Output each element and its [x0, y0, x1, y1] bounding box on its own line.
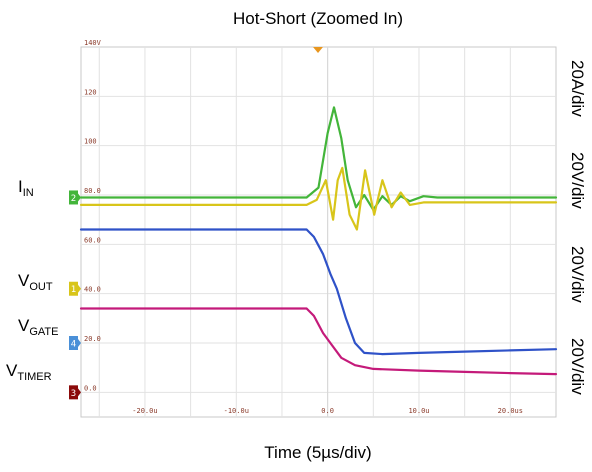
x-tick-label: -10.0u: [224, 407, 249, 415]
series: [79, 106, 558, 376]
channel-marker-number: 3: [71, 389, 76, 399]
channel-label-iin-main: I: [18, 177, 23, 196]
series-line-vtimer: [79, 307, 558, 376]
channel-marker-pointer: [78, 388, 81, 397]
y-tick-label: 0.0: [84, 384, 97, 392]
channel-marker: 3: [69, 385, 81, 400]
y-tick-label: 20.0: [84, 335, 101, 343]
channel-marker-pointer: [78, 284, 81, 293]
channel-label-vgate-sub: GATE: [29, 326, 58, 338]
chart-title: Hot-Short (Zoomed In): [233, 9, 403, 28]
channel-marker: 4: [69, 336, 81, 350]
channel-label-vtimer-sub: TIMER: [17, 371, 51, 383]
x-tick-label: -20.0u: [132, 407, 157, 415]
trigger-point-icon: [313, 47, 323, 53]
channel-label-iin-sub: IN: [23, 187, 34, 199]
y-tick-label: 120: [84, 88, 97, 96]
channel-label-vtimer: VTIMER: [6, 361, 52, 383]
y-tick-label: 100: [84, 138, 97, 146]
x-tick-label: 0.0: [321, 407, 334, 415]
channel-marker-number: 1: [71, 285, 76, 295]
scale-label-iin: 20A/div: [568, 60, 587, 117]
scale-labels: 20A/div 20V/div 20V/div 20V/div: [568, 60, 587, 395]
scale-label-vout: 20V/div: [568, 152, 587, 209]
series-line-iin: [79, 106, 558, 211]
y-tick-label: 60.0: [84, 236, 101, 244]
x-tick-label: 20.0us: [498, 407, 523, 415]
trigger-marker: [313, 47, 323, 53]
plot-frame: [80, 46, 557, 418]
channel-label-vgate-main: V: [18, 316, 30, 335]
channel-marker-pointer: [78, 193, 81, 202]
y-tick-label: 40.0: [84, 286, 101, 294]
series-line-vgate: [79, 228, 558, 356]
x-axis-label: Time (5µs/div): [264, 443, 371, 462]
channel-marker-flag: [69, 385, 78, 400]
channel-marker-number: 4: [71, 340, 76, 350]
channel-label-iin: IIN: [18, 177, 34, 199]
channel-marker-flag: [69, 336, 78, 350]
scale-label-vtimer: 20V/div: [568, 338, 587, 395]
channel-marker-flag: [69, 281, 78, 296]
channel-marker: 2: [69, 190, 81, 205]
channel-labels: IIN VOUT VGATE VTIMER: [6, 177, 58, 383]
y-tick-label: 80.0: [84, 187, 101, 195]
channel-label-vout: VOUT: [18, 271, 53, 293]
channel-marker: 1: [69, 281, 81, 296]
y-tick-labels: 140V 120 100 80.0 60.0 40.0 20.0 0.0: [84, 39, 102, 392]
channel-label-vtimer-main: V: [6, 361, 18, 380]
channel-marker-number: 2: [71, 194, 76, 204]
x-tick-labels: -20.0u -10.0u 0.0 10.0u 20.0us: [132, 407, 523, 415]
channel-label-vout-main: V: [18, 271, 30, 290]
channel-marker-flag: [69, 190, 78, 205]
series-line-vout: [79, 166, 558, 231]
scale-label-vgate: 20V/div: [568, 246, 587, 303]
channel-markers: 2 1 4 3: [69, 190, 81, 400]
y-tick-label: 140V: [84, 39, 102, 47]
channel-label-vout-sub: OUT: [29, 281, 53, 293]
channel-label-vgate: VGATE: [18, 316, 58, 338]
x-tick-label: 10.0u: [408, 407, 429, 415]
channel-marker-pointer: [78, 339, 81, 347]
